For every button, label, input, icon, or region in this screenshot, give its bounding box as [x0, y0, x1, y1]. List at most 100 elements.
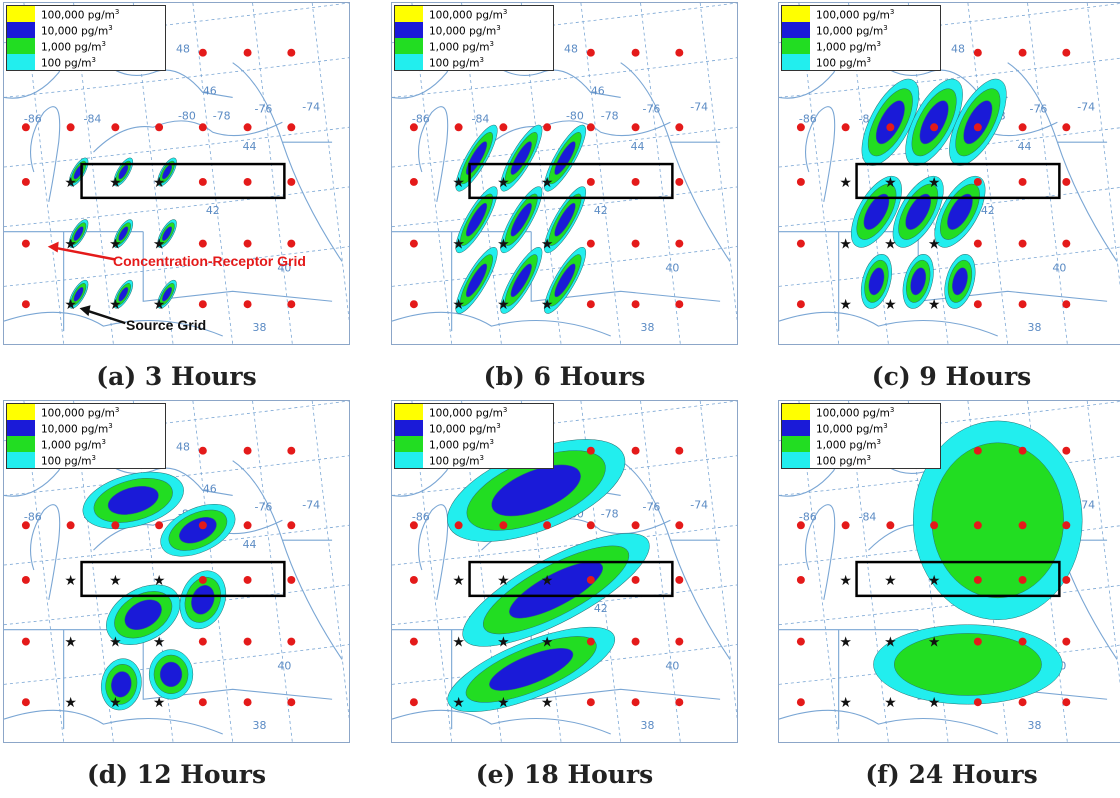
- legend-unit-exponent: 3: [876, 438, 881, 446]
- map-labels: 48 46 44 42 40 38 -86 -84 -80 -78 -76 -74: [412, 43, 708, 334]
- legend-swatch: [7, 436, 35, 452]
- legend-unit-exponent: 3: [496, 422, 501, 430]
- plume-contour: [73, 226, 84, 241]
- plume-contour: [893, 633, 1042, 696]
- legend: 100,000 pg/m3 10,000 pg/m3 1,000 pg/m3 100 …: [781, 403, 941, 469]
- legend-swatch: [782, 38, 810, 54]
- receptor-dot: [21, 698, 30, 707]
- legend-unit-exponent: 3: [502, 406, 508, 414]
- source-star: ★: [452, 175, 464, 191]
- receptor-dot: [796, 239, 805, 248]
- legend-label: 1,000 pg/m3: [816, 438, 881, 452]
- legend-swatch: [7, 54, 35, 70]
- longitude-line: [640, 401, 681, 742]
- concentration-plumes: [82, 471, 236, 711]
- legend-row: 1,000 pg/m3: [7, 436, 165, 452]
- receptor-dot: [973, 300, 982, 309]
- receptor-dot: [198, 575, 207, 584]
- legend-unit: pg/m: [462, 41, 490, 54]
- legend-label: 100,000 pg/m3: [41, 406, 119, 420]
- legend-unit: pg/m: [452, 455, 480, 468]
- legend-label: 1,000 pg/m3: [41, 438, 106, 452]
- state-line: [620, 62, 731, 262]
- receptor-dot: [631, 446, 640, 455]
- legend-unit: pg/m: [849, 439, 877, 452]
- legend-value: 10,000: [816, 25, 853, 38]
- receptor-dot: [243, 123, 252, 132]
- receptor-dot: [243, 300, 252, 309]
- plume-contour: [947, 193, 973, 230]
- latitude-line: [779, 585, 1120, 626]
- coastline: [417, 106, 449, 202]
- receptor-dot: [796, 300, 805, 309]
- receptor-dot: [796, 575, 805, 584]
- latitude-line: [4, 401, 349, 442]
- legend-value: 100,000: [816, 9, 860, 22]
- legend-value: 10,000: [41, 25, 78, 38]
- plume-contour: [554, 263, 576, 298]
- legend-unit: pg/m: [849, 41, 877, 54]
- latitude-label: 46: [203, 84, 217, 97]
- legend-label: 100 pg/m3: [816, 56, 871, 70]
- source-star: ★: [884, 695, 896, 711]
- longitude-label: -86: [799, 510, 817, 523]
- legend-unit-exponent: 3: [101, 438, 106, 446]
- plume-contour: [510, 263, 532, 298]
- receptor-dot: [243, 698, 252, 707]
- latitude-label: 44: [243, 538, 257, 551]
- receptor-grid: [409, 446, 684, 707]
- receptor-dot: [841, 521, 850, 530]
- legend-unit-exponent: 3: [108, 422, 113, 430]
- longitude-line: [640, 3, 681, 344]
- plume-contour: [465, 263, 488, 298]
- receptor-dot: [973, 123, 982, 132]
- legend-label: 100 pg/m3: [429, 454, 484, 468]
- legend-swatch: [782, 6, 810, 22]
- longitude-label: -76: [643, 500, 661, 513]
- longitude-label: -78: [601, 507, 619, 520]
- legend-label: 100,000 pg/m3: [429, 406, 507, 420]
- plume-contour: [465, 141, 488, 175]
- legend-unit: pg/m: [81, 423, 109, 436]
- receptor-dot: [586, 300, 595, 309]
- receptor-dot: [243, 239, 252, 248]
- legend: 100,000 pg/m3 10,000 pg/m3 1,000 pg/m3 100 …: [6, 403, 166, 469]
- longitude-label: -78: [213, 109, 231, 122]
- latitude-label: 44: [243, 140, 257, 153]
- longitude-label: -84: [859, 510, 877, 523]
- receptor-dot: [1018, 637, 1027, 646]
- legend-row: 100 pg/m3: [7, 54, 165, 70]
- receptor-dot: [586, 575, 595, 584]
- plume-contour: [875, 100, 905, 145]
- receptor-dot: [1018, 698, 1027, 707]
- receptor-dot: [841, 123, 850, 132]
- legend-swatch: [7, 404, 35, 420]
- latitude-label: 42: [594, 204, 608, 217]
- receptor-dot: [499, 123, 508, 132]
- source-grid-label: Source Grid: [126, 317, 207, 333]
- legend-unit-exponent: 3: [114, 8, 120, 16]
- receptor-dot: [1062, 177, 1071, 186]
- source-arrow: [85, 309, 126, 325]
- legend-unit: pg/m: [87, 407, 115, 420]
- receptor-dot: [21, 637, 30, 646]
- caption-f: (f) 24 Hours: [865, 760, 1038, 789]
- legend-unit-exponent: 3: [496, 24, 501, 32]
- source-star: ★: [64, 695, 76, 711]
- longitude-line: [699, 401, 737, 720]
- receptor-dot: [586, 521, 595, 530]
- legend: 100,000 pg/m3 10,000 pg/m3 1,000 pg/m3 100 …: [394, 403, 554, 469]
- receptor-box: [855, 560, 1061, 598]
- longitude-label: -76: [255, 102, 273, 115]
- latitude-label: 46: [203, 482, 217, 495]
- receptor-box: [468, 162, 674, 200]
- legend-row: 1,000 pg/m3: [782, 38, 940, 54]
- plume-contour: [162, 286, 173, 302]
- source-star: ★: [109, 635, 121, 651]
- caption-c: (c) 9 Hours: [871, 362, 1032, 391]
- receptor-dot: [886, 521, 895, 530]
- receptor-box: [80, 560, 286, 598]
- plume-contour: [510, 141, 532, 175]
- legend-unit-exponent: 3: [866, 454, 871, 462]
